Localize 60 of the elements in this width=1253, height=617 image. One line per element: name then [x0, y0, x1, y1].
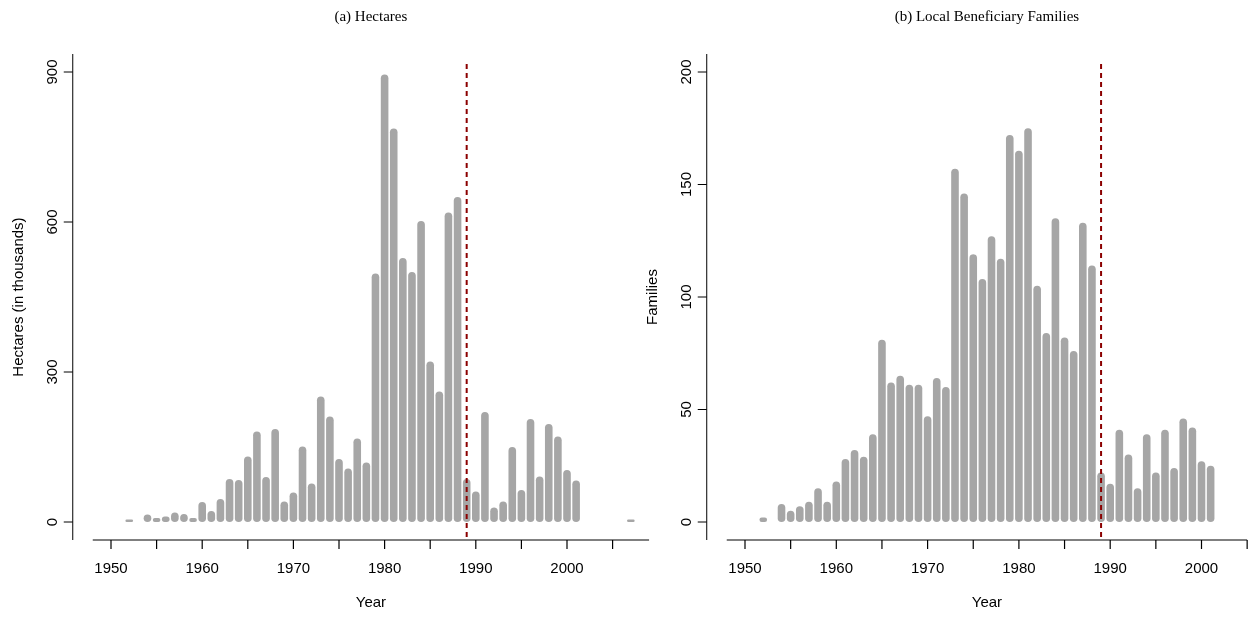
y-axis-title: Families: [642, 269, 660, 325]
bar: [923, 416, 932, 522]
bar: [1133, 488, 1142, 522]
x-tick-label: 1990: [1093, 559, 1127, 576]
bar: [526, 419, 535, 522]
bar: [1124, 454, 1133, 522]
bar: [978, 279, 987, 522]
bar: [1051, 218, 1060, 522]
bar: [996, 258, 1005, 522]
bar: [859, 456, 868, 522]
chart-title: (b) Local Beneficiary Families: [894, 8, 1080, 25]
x-tick-label: 2000: [550, 559, 584, 576]
bar: [914, 384, 923, 522]
x-tick-label: 1970: [910, 559, 945, 576]
y-tick-label: 200: [676, 59, 694, 85]
bar: [1069, 351, 1078, 522]
x-tick-label: 1990: [459, 559, 493, 576]
x-tick-label: 1980: [1002, 559, 1036, 576]
bar: [850, 450, 859, 522]
x-axis-title: Year: [971, 593, 1003, 610]
bar: [435, 391, 444, 522]
bar: [535, 476, 544, 522]
y-tick-label: 0: [42, 517, 60, 527]
x-axis-title: Year: [355, 593, 387, 610]
bar: [444, 212, 453, 522]
y-tick-label: 600: [42, 209, 60, 235]
bar: [225, 479, 234, 522]
bar: [841, 459, 850, 522]
y-tick-label: 900: [42, 59, 60, 85]
x-tick-label: 2000: [1184, 559, 1219, 576]
bar: [905, 384, 914, 522]
x-tick-label: 1970: [276, 559, 311, 576]
chart-title: (a) Hectares: [334, 8, 408, 25]
y-tick-label: 50: [676, 401, 694, 418]
bar: [1197, 461, 1206, 522]
bar: [453, 197, 462, 522]
bar: [216, 499, 225, 522]
y-tick-label: 100: [676, 284, 694, 310]
bar: [987, 236, 996, 522]
y-tick-label: 150: [676, 171, 694, 198]
bar: [298, 446, 307, 522]
x-tick-label: 1950: [94, 559, 128, 576]
bar: [1060, 337, 1069, 522]
bar: [234, 480, 243, 522]
bar: [152, 518, 161, 522]
bar: [380, 74, 389, 522]
bar: [1115, 429, 1124, 522]
y-tick-label: 0: [676, 517, 694, 527]
y-tick-label: 300: [42, 359, 60, 385]
bar: [517, 490, 526, 522]
y-axis-title: Hectares (in thousands): [8, 217, 26, 377]
x-tick-label: 1960: [185, 559, 219, 576]
bar: [1188, 427, 1197, 522]
x-tick-label: 1950: [728, 559, 762, 576]
bar: [198, 502, 206, 522]
x-tick-label: 1960: [819, 559, 853, 576]
bar: [371, 273, 380, 522]
bar: [1206, 465, 1215, 522]
bar: [362, 462, 371, 522]
x-tick-label: 1980: [367, 559, 402, 576]
